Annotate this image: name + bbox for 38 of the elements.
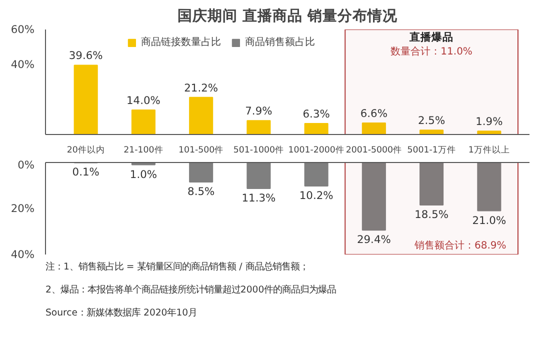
chart-title: 国庆期间 直播商品 销量分布情况: [177, 6, 399, 24]
x-tick-label: 1万件以上: [468, 144, 510, 156]
legend-label: 商品链接数量占比: [141, 36, 221, 49]
data-label: 7.9%: [245, 104, 272, 118]
data-label: 6.6%: [360, 106, 388, 120]
y-tick-label: 60%: [10, 23, 34, 36]
data-label: 18.5%: [414, 208, 448, 222]
text: 注：1、销售额占比 = 某销量区间的商品销售额 / 商品总销售额；: [46, 262, 308, 272]
data-label: 29.4%: [357, 233, 391, 246]
data-label: 1.0%: [130, 168, 157, 181]
x-tick-label: 5001-1万件: [407, 144, 456, 156]
y-tick-label: 40%: [10, 58, 34, 71]
legend-label: 商品销售额占比: [245, 36, 315, 49]
data-label: 21.2%: [184, 81, 218, 94]
annotation: 数量合计：11.0%: [390, 46, 472, 58]
y-tick-label: 40%: [10, 248, 34, 261]
source-note: Source：新媒体数据库 2020年10月: [46, 308, 198, 318]
y-tick-label: 0%: [18, 158, 34, 172]
x-tick-label: 101-500件: [178, 144, 224, 156]
data-label: 1.9%: [476, 115, 503, 128]
y-tick-label: 20%: [10, 202, 34, 215]
data-label: 6.3%: [302, 107, 330, 120]
band-label: 直播爆品: [408, 30, 454, 44]
data-label: 11.3%: [242, 191, 276, 204]
x-tick-label: 2001-5000件: [346, 144, 402, 156]
data-label: 14.0%: [126, 94, 160, 107]
annotation: 销售额合计：68.9%: [413, 240, 506, 252]
data-label: 0.1%: [72, 166, 100, 179]
data-label: 2.5%: [418, 114, 446, 128]
data-label: 8.5%: [188, 185, 215, 198]
data-label: 39.6%: [68, 49, 103, 62]
text: 2、爆品：本报告将单个商品链接所统计销量超过2000件的商品归为爆品: [46, 284, 336, 296]
data-label: 10.2%: [299, 188, 334, 202]
x-tick-label: 501-1000件: [233, 144, 284, 156]
x-tick-label: 1001-2000件: [288, 144, 344, 156]
data-label: 21.0%: [472, 214, 506, 227]
x-tick-label: 21-100件: [124, 144, 164, 156]
x-tick-label: 20件以内: [66, 144, 105, 156]
